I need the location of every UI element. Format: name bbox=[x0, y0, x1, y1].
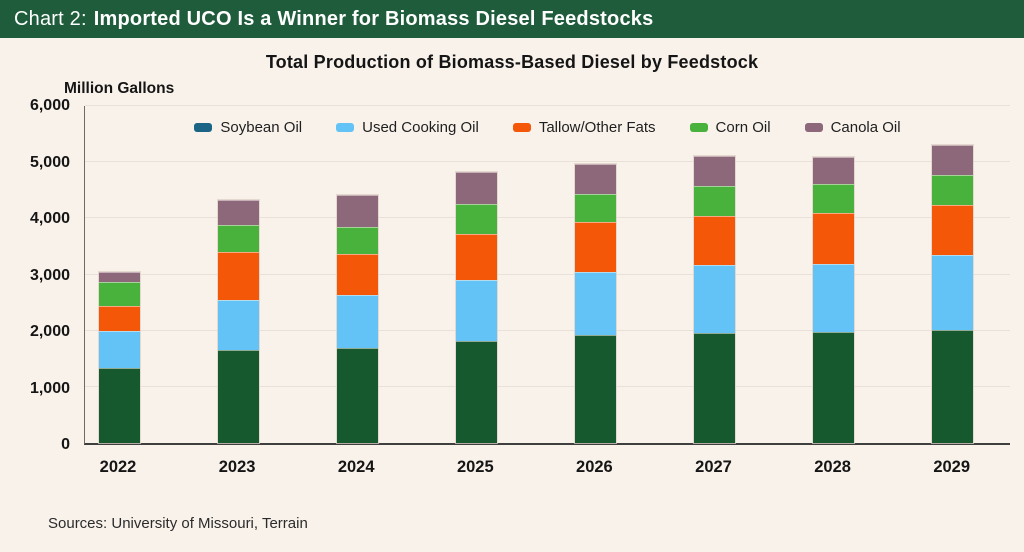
bar-segment-2022-canola-oil bbox=[98, 271, 140, 283]
bar-segment-2028-soybean-oil bbox=[813, 331, 855, 443]
bar-segment-2027-used-cooking-oil bbox=[694, 264, 735, 333]
y-tick-2-000: 2,000 bbox=[29, 323, 70, 340]
chart-legend: Soybean Oil Used Cooking Oil Tallow/Other … bbox=[85, 119, 1010, 136]
bar-segment-2029-corn-oil bbox=[932, 174, 974, 206]
bar-segment-2023-used-cooking-oil bbox=[217, 300, 259, 350]
bar-segment-2029-canola-oil bbox=[932, 144, 974, 175]
x-tick-2028: 2028 bbox=[814, 458, 851, 476]
legend-item-corn-oil: Corn Oil bbox=[689, 119, 771, 136]
x-tick-2026: 2026 bbox=[576, 458, 613, 476]
bar-segment-2027-tallow-other-fats bbox=[694, 215, 735, 265]
bar-segment-2026-soybean-oil bbox=[574, 335, 616, 443]
x-tick-2027: 2027 bbox=[695, 458, 732, 476]
bar-segment-2026-used-cooking-oil bbox=[574, 271, 616, 336]
bar-segment-2029-used-cooking-oil bbox=[932, 254, 974, 330]
legend-label-used-cooking-oil: Used Cooking Oil bbox=[362, 119, 479, 136]
legend-label-soybean-oil: Soybean Oil bbox=[220, 119, 303, 136]
legend-item-tallow-other-fats: Tallow/Other Fats bbox=[512, 119, 656, 136]
bar-segment-2027-soybean-oil bbox=[694, 332, 735, 443]
chart-title: Total Production of Biomass-Based Diesel… bbox=[265, 52, 759, 72]
bar-segment-2025-corn-oil bbox=[455, 203, 497, 234]
bar-segment-2024-soybean-oil bbox=[336, 348, 378, 443]
bar-2027 bbox=[693, 155, 736, 444]
legend-swatch-tallow-other-fats bbox=[512, 123, 531, 132]
legend-label-tallow-other-fats: Tallow/Other Fats bbox=[538, 119, 656, 136]
legend-item-canola-oil: Canola Oil bbox=[804, 119, 901, 136]
gridline-1-000 bbox=[85, 385, 1010, 387]
y-tick-6-000: 6,000 bbox=[29, 97, 70, 114]
chart-headline: Imported UCO Is a Winner for Biomass Die… bbox=[93, 7, 654, 30]
bar-segment-2023-soybean-oil bbox=[217, 349, 259, 443]
bar-segment-2023-canola-oil bbox=[217, 199, 259, 226]
x-tick-2029: 2029 bbox=[933, 458, 971, 476]
legend-swatch-soybean-oil bbox=[194, 123, 213, 132]
bar-segment-2027-canola-oil bbox=[694, 156, 735, 187]
bar-segment-2024-canola-oil bbox=[336, 195, 378, 227]
bar-2022 bbox=[97, 270, 141, 445]
bar-segment-2026-tallow-other-fats bbox=[574, 222, 616, 272]
gridline-5-000 bbox=[85, 161, 1010, 163]
bar-segment-2027-corn-oil bbox=[694, 186, 735, 216]
x-tick-2022: 2022 bbox=[99, 458, 137, 476]
bar-segment-2025-used-cooking-oil bbox=[455, 280, 497, 341]
bar-segment-2026-corn-oil bbox=[574, 193, 616, 223]
chart-number-label: Chart 2: bbox=[14, 7, 87, 30]
bar-segment-2025-tallow-other-fats bbox=[455, 233, 497, 281]
bar-segment-2028-canola-oil bbox=[813, 156, 855, 184]
gridline-4-000 bbox=[85, 217, 1010, 219]
bar-segment-2025-canola-oil bbox=[455, 172, 497, 204]
plot-area: Soybean Oil Used Cooking Oil Tallow/Other … bbox=[84, 105, 1010, 445]
bar-segment-2028-corn-oil bbox=[813, 183, 855, 214]
gridline-2-000 bbox=[85, 329, 1010, 331]
bar-segment-2022-tallow-other-fats bbox=[98, 305, 140, 331]
x-tick-2023: 2023 bbox=[218, 458, 256, 476]
bar-2024 bbox=[335, 194, 379, 444]
sources-note: Sources: University of Missouri, Terrain bbox=[48, 515, 308, 532]
legend-label-corn-oil: Corn Oil bbox=[715, 119, 771, 136]
y-tick-1-000: 1,000 bbox=[29, 379, 70, 397]
bar-segment-2024-used-cooking-oil bbox=[336, 294, 378, 349]
legend-label-canola-oil: Canola Oil bbox=[830, 119, 901, 136]
bar-2026 bbox=[573, 163, 617, 444]
y-axis-labels: 0 1,000 2,000 3,000 4,000 5,000 6,000 bbox=[0, 97, 76, 453]
x-tick-2024: 2024 bbox=[337, 458, 375, 476]
y-tick-4-000: 4,000 bbox=[29, 210, 70, 227]
legend-item-soybean-oil: Soybean Oil bbox=[194, 119, 302, 136]
bar-segment-2026-canola-oil bbox=[574, 164, 616, 194]
bar-segment-2023-tallow-other-fats bbox=[217, 252, 259, 301]
y-tick-3-000: 3,000 bbox=[29, 266, 70, 284]
gridline-3-000 bbox=[85, 273, 1010, 275]
bar-segment-2022-corn-oil bbox=[98, 282, 140, 306]
bar-2023 bbox=[216, 198, 260, 445]
legend-item-used-cooking-oil: Used Cooking Oil bbox=[336, 119, 479, 136]
bar-segment-2022-soybean-oil bbox=[98, 367, 140, 443]
chart-header-bar: Chart 2: Imported UCO Is a Winner for Bi… bbox=[0, 0, 1024, 38]
bar-segment-2025-soybean-oil bbox=[455, 340, 497, 443]
legend-swatch-corn-oil bbox=[689, 123, 708, 132]
bar-segment-2028-tallow-other-fats bbox=[813, 213, 855, 264]
y-axis-unit-label: Million Gallons bbox=[64, 80, 175, 97]
bar-segment-2022-used-cooking-oil bbox=[98, 330, 140, 368]
bar-segment-2029-soybean-oil bbox=[932, 329, 974, 443]
bar-segment-2024-tallow-other-fats bbox=[336, 254, 378, 295]
bar-2028 bbox=[812, 155, 856, 445]
gridline-6-000 bbox=[85, 105, 1010, 106]
legend-swatch-used-cooking-oil bbox=[336, 123, 355, 132]
bar-2025 bbox=[454, 171, 498, 444]
bar-segment-2024-corn-oil bbox=[336, 226, 378, 255]
bar-segment-2029-tallow-other-fats bbox=[932, 205, 974, 255]
x-tick-2025: 2025 bbox=[456, 458, 494, 476]
bar-2029 bbox=[931, 143, 975, 445]
legend-swatch-canola-oil bbox=[804, 123, 823, 132]
bar-segment-2028-used-cooking-oil bbox=[813, 263, 855, 332]
y-tick-0: 0 bbox=[61, 436, 70, 453]
bar-segment-2023-corn-oil bbox=[217, 225, 259, 253]
x-axis-labels: 2022 2023 2024 2025 2026 2027 2028 2029 bbox=[84, 458, 1010, 482]
y-tick-5-000: 5,000 bbox=[29, 153, 70, 171]
